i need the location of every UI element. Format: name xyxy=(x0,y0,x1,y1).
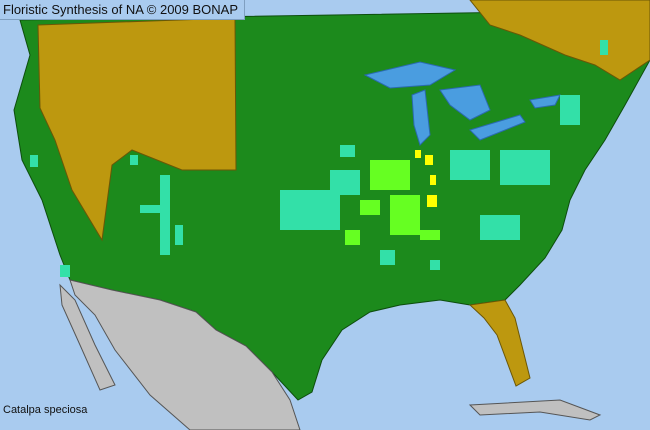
great-lakes xyxy=(363,61,561,146)
cuba-gray xyxy=(468,399,602,421)
canada-northeast-gold xyxy=(469,0,650,81)
species-label: Catalpa speciosa xyxy=(3,404,88,416)
mexico-gray xyxy=(59,279,301,430)
county-rare-yellow xyxy=(415,150,437,207)
county-native-lime xyxy=(345,160,440,245)
map-title: Floristic Synthesis of NA © 2009 BONAP xyxy=(0,0,246,20)
florida-gold xyxy=(468,299,531,387)
northwest-gold xyxy=(37,17,237,242)
county-present-cyan xyxy=(30,40,608,277)
